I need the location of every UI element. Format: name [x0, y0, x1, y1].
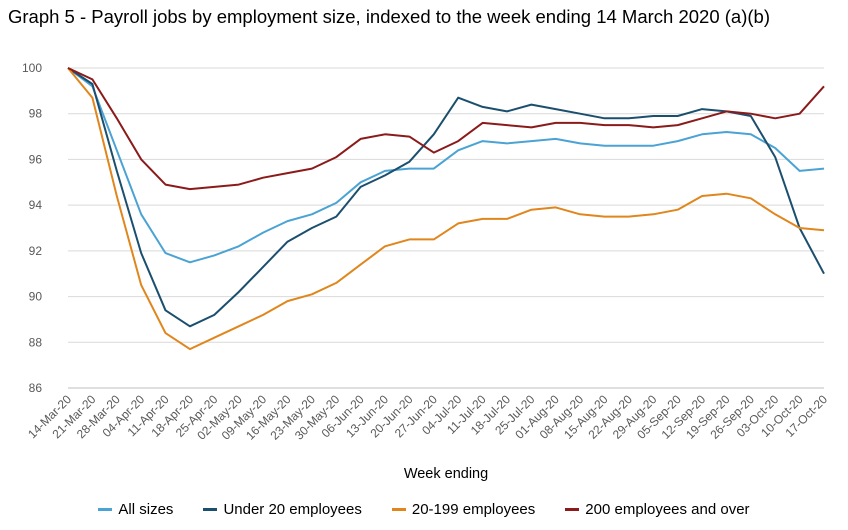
legend-item: All sizes	[98, 501, 173, 518]
legend-item: Under 20 employees	[203, 501, 362, 518]
legend-label: All sizes	[118, 501, 174, 518]
legend-swatch	[203, 508, 218, 511]
x-axis-ticks: 14-Mar-2021-Mar-2028-Mar-2004-Apr-2011-A…	[25, 392, 830, 443]
y-tick-label: 92	[29, 244, 43, 258]
gridlines	[68, 67, 824, 389]
series-lines	[67, 67, 825, 351]
chart-title: Graph 5 - Payroll jobs by employment siz…	[8, 6, 770, 27]
legend-swatch	[98, 508, 113, 511]
series-line-20-199-employees	[67, 67, 825, 351]
x-axis-label: Week ending	[404, 466, 488, 482]
y-tick-label: 90	[29, 290, 43, 304]
y-tick-label: 96	[29, 152, 43, 166]
legend-label: 20-199 employees	[411, 501, 536, 518]
legend-swatch	[391, 508, 406, 511]
series-line-200-employees-and-over	[67, 67, 825, 191]
y-tick-label: 94	[29, 198, 43, 212]
y-tick-label: 88	[29, 335, 43, 349]
y-tick-label: 98	[29, 107, 43, 121]
legend-label: 200 employees and over	[585, 501, 750, 518]
legend: All sizes Under 20 employees 20-199 employ…	[0, 501, 848, 518]
y-tick-label: 100	[22, 61, 42, 75]
legend-item: 20-199 employees	[391, 501, 536, 518]
legend-item: 200 employees and over	[565, 501, 750, 518]
series-line-all-sizes	[67, 67, 825, 264]
legend-swatch	[565, 508, 580, 511]
legend-label: Under 20 employees	[223, 501, 362, 518]
y-tick-label: 86	[29, 381, 43, 395]
y-axis-ticks: 86 88 90 92 94 96 98 100	[22, 61, 42, 395]
series-line-under-20-employees	[67, 67, 825, 328]
line-chart: 86 88 90 92 94 96 98 100 14-Mar-2021-Mar-2028-M…	[22, 61, 830, 482]
